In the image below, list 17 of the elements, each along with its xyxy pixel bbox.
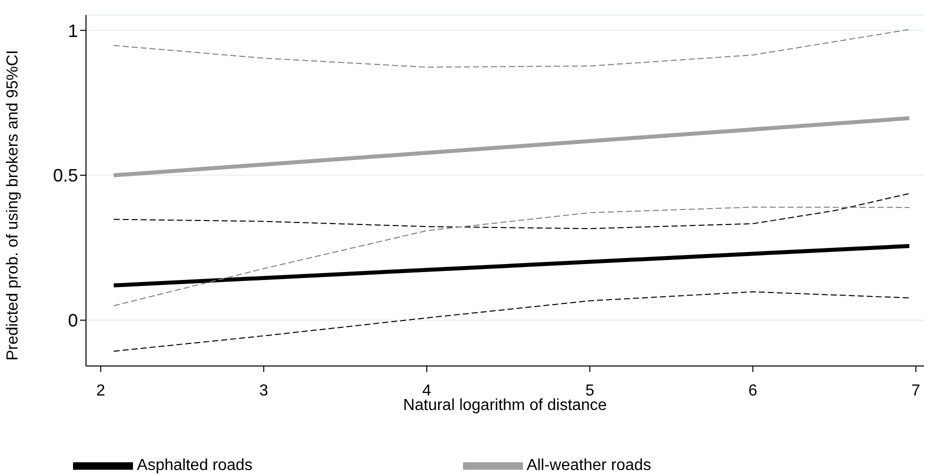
x-tick-label: 5 — [585, 382, 594, 400]
line-series — [113, 291, 910, 352]
y-tick-label: 0 — [68, 310, 78, 331]
x-tick-label: 2 — [96, 382, 106, 400]
y-tick-label: 0.5 — [52, 166, 78, 186]
legend-label: Asphalted roads — [136, 457, 253, 474]
legend-label: All-weather roads — [526, 457, 652, 474]
x-tick-label: 7 — [911, 382, 920, 400]
line-series — [113, 193, 910, 230]
y-axis-title: Predicted prob. of using brokers and 95%CI — [4, 50, 22, 360]
x-tick-label: 3 — [259, 382, 268, 400]
x-tick-label: 4 — [422, 382, 432, 400]
line-series — [113, 28, 910, 68]
line-series — [113, 206, 910, 306]
y-tick-label: 1 — [68, 20, 78, 41]
x-axis-title: Natural logarithm of distance — [403, 397, 607, 414]
x-tick-label: 6 — [748, 382, 758, 400]
